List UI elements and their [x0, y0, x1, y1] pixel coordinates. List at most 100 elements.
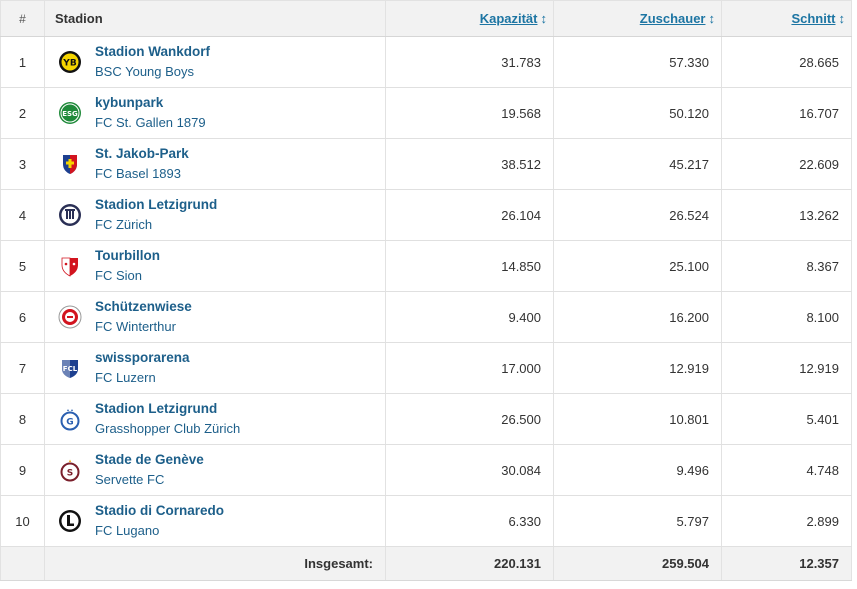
header-zuschauer[interactable]: Zuschauer ↕ — [553, 0, 722, 37]
stadium-link[interactable]: Stadion Wankdorf — [95, 44, 210, 59]
total-zuschauer: 259.504 — [553, 546, 722, 581]
kapazitaet-value: 26.104 — [385, 189, 554, 241]
header-rank: # — [0, 0, 45, 37]
zuschauer-value: 16.200 — [553, 291, 722, 343]
winterthur-logo-icon[interactable] — [57, 304, 83, 330]
table-row: 3 St. Jakob-Park FC Basel 1893 38.512 45… — [0, 138, 852, 190]
club-link[interactable]: FC Sion — [95, 268, 142, 283]
rank: 3 — [0, 138, 45, 190]
total-kapazitaet: 220.131 — [385, 546, 554, 581]
servette-logo-icon[interactable]: S — [57, 457, 83, 483]
zuschauer-value: 50.120 — [553, 87, 722, 139]
lugano-logo-icon[interactable] — [57, 508, 83, 534]
rank: 8 — [0, 393, 45, 445]
rank: 10 — [0, 495, 45, 547]
sort-icon[interactable]: ↕ — [540, 11, 548, 26]
stadium-link[interactable]: Stade de Genève — [95, 452, 204, 467]
table-row: 6 Schützenwiese FC Winterthur 9.400 16.2… — [0, 291, 852, 343]
schnitt-value: 12.919 — [721, 342, 852, 394]
table-row: 8 G Stadion Letzigrund Grasshopper Club … — [0, 393, 852, 445]
schnitt-value: 5.401 — [721, 393, 852, 445]
zuerich-logo-icon[interactable] — [57, 202, 83, 228]
header-schnitt[interactable]: Schnitt ↕ — [721, 0, 852, 37]
sort-zuschauer-link[interactable]: Zuschauer — [639, 11, 706, 26]
club-link[interactable]: Grasshopper Club Zürich — [95, 421, 241, 436]
sion-logo-icon[interactable] — [57, 253, 83, 279]
club-link[interactable]: FC Winterthur — [95, 319, 176, 334]
zuschauer-value: 57.330 — [553, 36, 722, 88]
header-kapazitaet[interactable]: Kapazität ↕ — [385, 0, 554, 37]
rank: 2 — [0, 87, 45, 139]
club-link[interactable]: FC St. Gallen 1879 — [95, 115, 206, 130]
club-link[interactable]: FC Lugano — [95, 523, 160, 538]
schnitt-value: 22.609 — [721, 138, 852, 190]
young-boys-logo-icon[interactable]: YB — [57, 49, 83, 75]
club-link[interactable]: Servette FC — [95, 472, 165, 487]
kapazitaet-value: 30.084 — [385, 444, 554, 496]
rank: 5 — [0, 240, 45, 292]
svg-text:YB: YB — [62, 59, 77, 69]
header-stadion: Stadion — [44, 0, 386, 37]
club-link[interactable]: FC Basel 1893 — [95, 166, 181, 181]
rank: 6 — [0, 291, 45, 343]
zuschauer-value: 5.797 — [553, 495, 722, 547]
rank: 1 — [0, 36, 45, 88]
stadium-link[interactable]: kybunpark — [95, 95, 164, 110]
club-link[interactable]: BSC Young Boys — [95, 64, 195, 79]
rank: 4 — [0, 189, 45, 241]
luzern-logo-icon[interactable]: FCL — [57, 355, 83, 381]
table-header-row: # Stadion Kapazität ↕ Zuschauer ↕ Schnitt ↕ — [0, 0, 852, 37]
stadium-link[interactable]: swissporarena — [95, 350, 190, 365]
sort-kapazitaet-link[interactable]: Kapazität — [479, 11, 538, 26]
schnitt-value: 16.707 — [721, 87, 852, 139]
svg-text:G: G — [66, 418, 73, 428]
kapazitaet-value: 31.783 — [385, 36, 554, 88]
stadium-link[interactable]: St. Jakob-Park — [95, 146, 189, 161]
kapazitaet-value: 26.500 — [385, 393, 554, 445]
kapazitaet-value: 14.850 — [385, 240, 554, 292]
schnitt-value: 8.367 — [721, 240, 852, 292]
zuschauer-value: 10.801 — [553, 393, 722, 445]
stadium-link[interactable]: Stadion Letzigrund — [95, 197, 218, 212]
kapazitaet-value: 17.000 — [385, 342, 554, 394]
rank: 9 — [0, 444, 45, 496]
table-row: 4 Stadion Letzigrund FC Zürich 26.104 26… — [0, 189, 852, 241]
zuschauer-value: 12.919 — [553, 342, 722, 394]
zuschauer-value: 9.496 — [553, 444, 722, 496]
table-row: 9 S Stade de Genève Servette FC 30.084 9… — [0, 444, 852, 496]
zuschauer-value: 26.524 — [553, 189, 722, 241]
svg-text:FCL: FCL — [63, 365, 78, 373]
rank: 7 — [0, 342, 45, 394]
zuschauer-value: 45.217 — [553, 138, 722, 190]
schnitt-value: 28.665 — [721, 36, 852, 88]
table-row: 5 Tourbillon FC Sion 14.850 25.100 8.367 — [0, 240, 852, 292]
zuschauer-value: 25.100 — [553, 240, 722, 292]
stadium-link[interactable]: Stadion Letzigrund — [95, 401, 218, 416]
st-gallen-logo-icon[interactable]: ESG — [57, 100, 83, 126]
table-row: 2 ESG kybunpark FC St. Gallen 1879 19.56… — [0, 87, 852, 139]
total-row: Insgesamt: 220.131 259.504 12.357 — [0, 546, 852, 581]
stadium-link[interactable]: Stadio di Cornaredo — [95, 503, 225, 518]
club-link[interactable]: FC Zürich — [95, 217, 153, 232]
kapazitaet-value: 6.330 — [385, 495, 554, 547]
total-label: Insgesamt: — [44, 546, 386, 581]
schnitt-value: 2.899 — [721, 495, 852, 547]
club-link[interactable]: FC Luzern — [95, 370, 156, 385]
total-schnitt: 12.357 — [721, 546, 852, 581]
stadium-link[interactable]: Tourbillon — [95, 248, 160, 263]
schnitt-value: 8.100 — [721, 291, 852, 343]
grasshopper-logo-icon[interactable]: G — [57, 406, 83, 432]
svg-text:ESG: ESG — [62, 110, 78, 118]
stadium-link[interactable]: Schützenwiese — [95, 299, 192, 314]
svg-text:S: S — [67, 469, 73, 479]
schnitt-value: 4.748 — [721, 444, 852, 496]
sort-icon[interactable]: ↕ — [838, 11, 846, 26]
schnitt-value: 13.262 — [721, 189, 852, 241]
table-row: 1 YB Stadion Wankdorf BSC Young Boys 31.… — [0, 36, 852, 88]
sort-schnitt-link[interactable]: Schnitt — [791, 11, 836, 26]
basel-logo-icon[interactable] — [57, 151, 83, 177]
kapazitaet-value: 38.512 — [385, 138, 554, 190]
sort-icon[interactable]: ↕ — [708, 11, 716, 26]
kapazitaet-value: 9.400 — [385, 291, 554, 343]
